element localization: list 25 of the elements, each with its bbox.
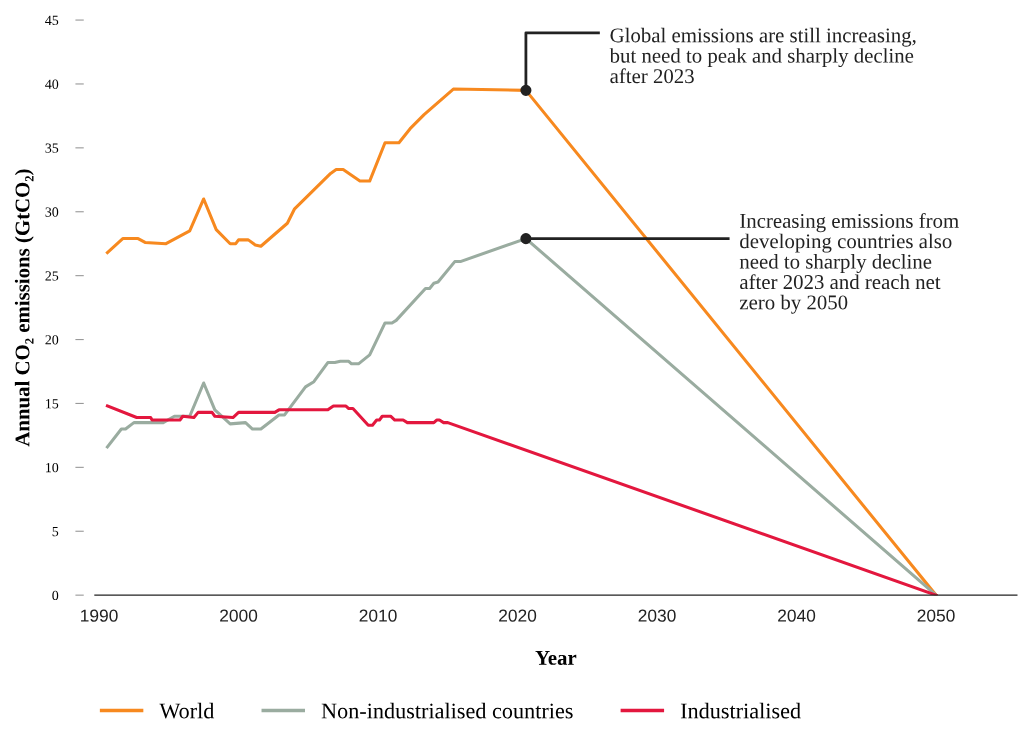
x-tick-label: 2050	[917, 609, 955, 622]
y-tick-label: 45	[45, 15, 59, 26]
x-tick-label: 2000	[220, 609, 258, 622]
x-tick-label: 1990	[81, 609, 118, 622]
x-axis-title: Year	[535, 651, 577, 665]
y-tick-label: 5	[52, 526, 59, 537]
x-tick-label: 2010	[359, 609, 397, 622]
legend-label: Industrialised	[680, 702, 801, 719]
y-tick-label: 20	[45, 335, 59, 345]
x-tick-label: 2020	[499, 609, 537, 622]
y-tick-label: 30	[45, 207, 59, 217]
annotation: Increasing emissions from developing countries also need to sharply decline after 2023 and reach net zero by 2050	[739, 213, 959, 314]
x-tick-label: 2030	[638, 609, 676, 622]
y-tick-label: 25	[45, 271, 59, 281]
legend-label: World	[159, 702, 215, 719]
y-axis-title: Annual CO₂ emissions (GtCO₂)	[14, 169, 34, 447]
annotation: Global emissions are still increasing, but need to peak and sharply decline after 2023	[609, 27, 916, 84]
line-series	[105, 404, 938, 596]
y-tick-label: 0	[52, 590, 59, 601]
y-tick-label: 15	[46, 399, 59, 409]
y-tick-label: 40	[45, 79, 59, 89]
legend-label: Non-industrialised countries	[321, 702, 573, 719]
y-tick-label: 10	[46, 462, 59, 473]
x-tick-label: 2040	[778, 609, 816, 622]
y-tick-label: 35	[45, 143, 59, 153]
